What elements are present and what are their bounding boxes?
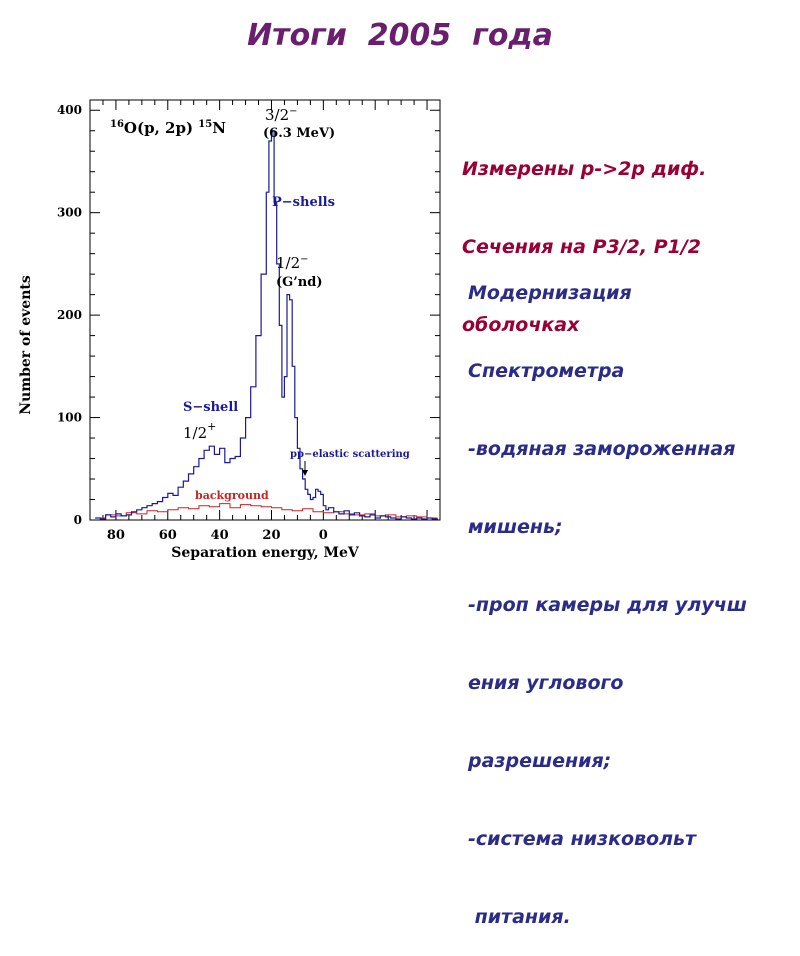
y-tick-label: 0 — [74, 513, 82, 527]
s-half-label: 1/2+ — [183, 420, 216, 442]
y-tick-label: 100 — [57, 411, 82, 425]
peak-12-label: 1/2− — [276, 254, 309, 272]
s-half-state: 1/2 — [183, 424, 207, 442]
peak-12-state: 1/2 — [276, 254, 300, 272]
reaction-mass-in: 16 — [110, 119, 124, 130]
y-tick-label: 400 — [57, 103, 82, 117]
plot-frame — [89, 99, 441, 521]
x-tick-label: 20 — [262, 528, 280, 543]
y-axis-label: Number of events — [18, 275, 34, 415]
x-tick-label: 40 — [211, 528, 229, 543]
x-axis-label: Separation energy, MeV — [171, 545, 360, 561]
s-shell-label: S−shell — [183, 400, 238, 415]
peak-32-label: 3/2− — [265, 106, 298, 124]
peak-32-state: 3/2 — [265, 106, 289, 124]
p-shells-series-line — [95, 130, 438, 520]
modern-line-4: мишень; — [468, 516, 563, 538]
pp-elastic-arrow-head — [302, 470, 308, 476]
y-tick-label: 200 — [57, 308, 82, 322]
modern-line-8: -система низковольт — [468, 828, 697, 850]
modernization-note: Модернизация Спектрометра -водяная замор… — [468, 228, 747, 956]
reaction-main: O(p, 2p) — [124, 119, 198, 137]
peak-12-sign: − — [300, 254, 308, 265]
modern-line-6: ения углового — [468, 672, 624, 694]
peak-32-sign: − — [289, 106, 297, 117]
modern-line-5: -проп камеры для улучш — [468, 594, 747, 616]
measured-line-2: Сечения на P3/2, P1/2 — [462, 236, 702, 258]
pp-elastic-label: pp−elastic scattering — [290, 449, 410, 460]
x-tick-label: 80 — [107, 528, 125, 543]
modern-line-7: разрешения; — [468, 750, 612, 772]
reaction-mass-out: 15 — [198, 119, 212, 130]
p-shells-label: P−shells — [272, 195, 335, 210]
measured-line-3: оболочках — [462, 314, 580, 336]
modern-line-1: Модернизация — [468, 282, 632, 304]
modern-line-2: Спектрометра — [468, 360, 625, 382]
modern-line-3: -водяная замороженная — [468, 438, 736, 460]
x-tick-label: 60 — [159, 528, 177, 543]
y-tick-label: 300 — [57, 206, 82, 220]
modern-line-9: питания. — [468, 906, 571, 928]
background-series-line — [95, 503, 438, 519]
slide-title: Итоги 2005 года — [247, 18, 553, 53]
spectrum-chart: 80 60 40 20 0 0 100 200 300 400 Number of events … — [10, 95, 455, 575]
measured-note: Измерены p->2p диф. Сечения на P3/2, P1/… — [462, 104, 706, 364]
x-tick-label: 0 — [319, 528, 328, 543]
reaction-product: N — [212, 119, 226, 137]
s-half-sign: + — [207, 420, 216, 433]
measured-line-1: Измерены p->2p диф. — [462, 158, 707, 180]
background-label: background — [195, 489, 269, 502]
peak-32-energy: (6.3 MeV) — [263, 126, 335, 141]
reaction-label: 16O(p, 2p) 15N — [110, 119, 226, 137]
peak-12-ground: (G’nd) — [276, 275, 322, 290]
